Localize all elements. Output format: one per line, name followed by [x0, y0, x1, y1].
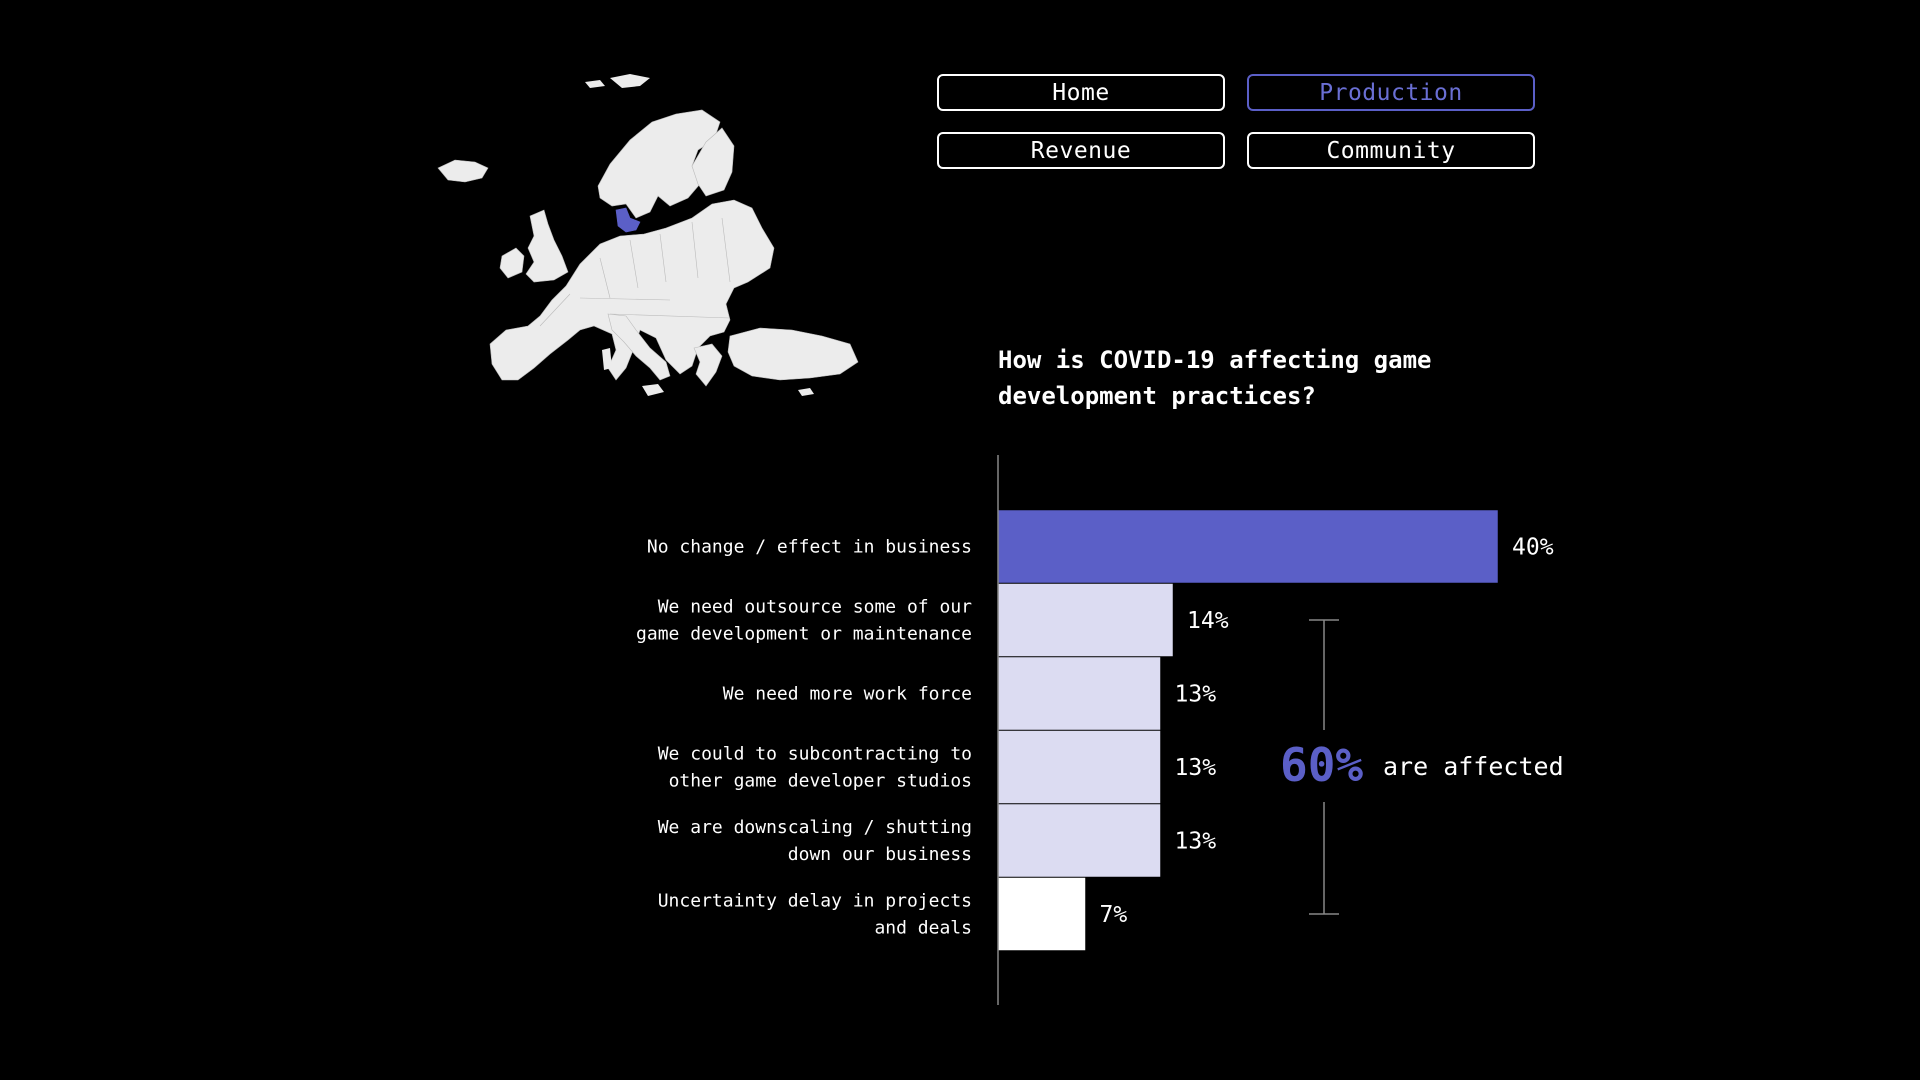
bar-4[interactable]: [997, 803, 1161, 878]
map-denmark[interactable]: [615, 207, 641, 233]
nav-production-button[interactable]: Production: [1247, 74, 1535, 111]
nav-revenue-button[interactable]: Revenue: [937, 132, 1225, 169]
map-iceland[interactable]: [437, 159, 489, 183]
category-label-5-1: and deals: [874, 918, 972, 939]
map-finland[interactable]: [691, 127, 735, 197]
map-cyprus: [798, 388, 814, 396]
category-label-1-1: game development or maintenance: [636, 624, 972, 645]
category-label-0-0: No change / effect in business: [647, 537, 972, 558]
category-label-4-1: down our business: [788, 844, 972, 865]
category-label-4-0: We are downscaling / shutting: [658, 817, 972, 838]
category-label-3-1: other game developer studios: [669, 771, 972, 792]
category-label-5-0: Uncertainty delay in projects: [658, 891, 972, 912]
map-borders: [539, 217, 731, 327]
summary-percentage: 60%: [1280, 738, 1364, 792]
map-turkey[interactable]: [727, 327, 859, 381]
map-mainland[interactable]: [489, 199, 775, 381]
nav-community-button[interactable]: Community: [1247, 132, 1535, 169]
value-label-5: 7%: [1100, 902, 1128, 928]
map-greece[interactable]: [693, 343, 723, 387]
value-label-2: 13%: [1175, 682, 1217, 708]
map-great-britain[interactable]: [525, 209, 569, 283]
category-label-3-0: We could to subcontracting to: [658, 744, 972, 765]
map-sicily: [642, 384, 664, 396]
map-italy[interactable]: [607, 313, 671, 381]
summary-text: are affected: [1383, 752, 1564, 781]
nav-grid: Home Production Revenue Community: [937, 74, 1535, 169]
bar-2[interactable]: [997, 656, 1161, 731]
category-label-2-0: We need more work force: [723, 684, 972, 705]
map-svalbard-2: [585, 80, 605, 88]
value-label-3: 13%: [1175, 755, 1217, 781]
value-label-1: 14%: [1187, 608, 1229, 634]
bar-0[interactable]: [997, 509, 1499, 584]
bar-3[interactable]: [997, 730, 1161, 804]
map-ireland[interactable]: [499, 247, 525, 279]
nav-home-button[interactable]: Home: [937, 74, 1225, 111]
map-sardinia: [602, 348, 612, 370]
value-label-4: 13%: [1175, 829, 1217, 855]
chart-title: How is COVID-19 affecting game developme…: [998, 346, 1432, 410]
category-label-1-0: We need outsource some of our: [658, 597, 972, 618]
map-svalbard: [610, 74, 650, 88]
bar-1[interactable]: [997, 583, 1174, 657]
europe-map[interactable]: [430, 68, 870, 408]
value-label-0: 40%: [1512, 535, 1554, 561]
bar-5[interactable]: [997, 877, 1086, 951]
